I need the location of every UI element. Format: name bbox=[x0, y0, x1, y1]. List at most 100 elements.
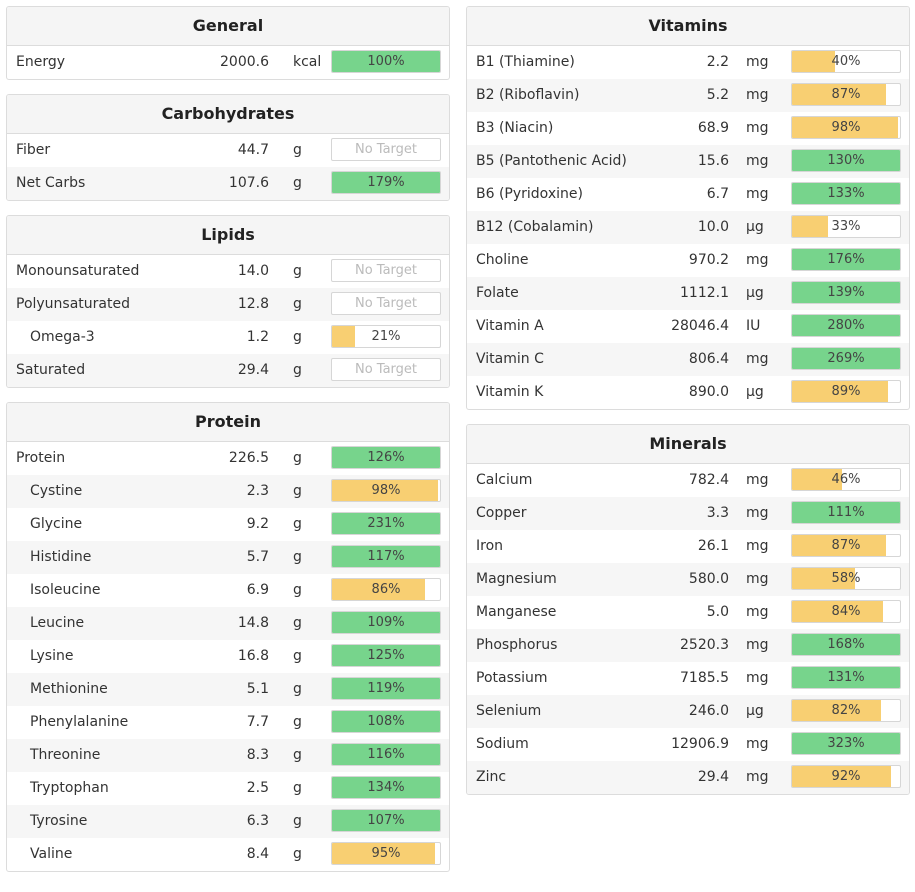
progress-fill bbox=[332, 51, 440, 72]
nutrient-amount: 6.7 bbox=[706, 186, 729, 202]
target-progress-bar: 134% bbox=[331, 776, 441, 799]
nutrient-row-b6-pyridoxine[interactable]: B6 (Pyridoxine) 6.7 mg 133% bbox=[467, 178, 909, 211]
target-percent: 92% bbox=[831, 769, 861, 784]
target-progress-bar: 117% bbox=[331, 545, 441, 568]
nutrient-row-b12-cobalamin[interactable]: B12 (Cobalamin) 10.0 µg 33% bbox=[467, 211, 909, 244]
nutrient-row-polyunsaturated[interactable]: Polyunsaturated 12.8 g No Target bbox=[7, 288, 449, 321]
nutrient-row-magnesium[interactable]: Magnesium 580.0 mg 58% bbox=[467, 563, 909, 596]
card-carbohydrates: Carbohydrates Fiber 44.7 g No Target Net Carb… bbox=[6, 94, 450, 201]
progress-fill bbox=[332, 579, 425, 600]
nutrient-row-omega-3[interactable]: Omega-3 1.2 g 21% bbox=[7, 321, 449, 354]
nutrient-row-sodium[interactable]: Sodium 12906.9 mg 323% bbox=[467, 728, 909, 761]
progress-fill bbox=[792, 150, 900, 171]
nutrient-unit: µg bbox=[746, 384, 764, 400]
progress-fill bbox=[332, 447, 440, 468]
nutrient-row-choline[interactable]: Choline 970.2 mg 176% bbox=[467, 244, 909, 277]
target-progress-bar: No Target bbox=[331, 138, 441, 161]
nutrient-label: Vitamin K bbox=[476, 384, 544, 400]
nutrient-row-copper[interactable]: Copper 3.3 mg 111% bbox=[467, 497, 909, 530]
nutrient-row-glycine[interactable]: Glycine 9.2 g 231% bbox=[7, 508, 449, 541]
nutrient-row-threonine[interactable]: Threonine 8.3 g 116% bbox=[7, 739, 449, 772]
nutrient-row-protein[interactable]: Protein 226.5 g 126% bbox=[7, 442, 449, 475]
nutrient-unit: kcal bbox=[293, 54, 322, 70]
nutrient-row-b3-niacin[interactable]: B3 (Niacin) 68.9 mg 98% bbox=[467, 112, 909, 145]
nutrient-row-leucine[interactable]: Leucine 14.8 g 109% bbox=[7, 607, 449, 640]
nutrient-row-methionine[interactable]: Methionine 5.1 g 119% bbox=[7, 673, 449, 706]
nutrient-row-lysine[interactable]: Lysine 16.8 g 125% bbox=[7, 640, 449, 673]
nutrient-row-zinc[interactable]: Zinc 29.4 mg 92% bbox=[467, 761, 909, 794]
target-progress-bar: 107% bbox=[331, 809, 441, 832]
nutrient-unit: g bbox=[293, 549, 302, 565]
target-progress-bar: 133% bbox=[791, 182, 901, 205]
nutrient-row-cystine[interactable]: Cystine 2.3 g 98% bbox=[7, 475, 449, 508]
nutrient-unit: mg bbox=[746, 604, 769, 620]
nutrient-amount: 890.0 bbox=[688, 384, 729, 400]
nutrient-row-b5-pantothenic-acid[interactable]: B5 (Pantothenic Acid) 15.6 mg 130% bbox=[467, 145, 909, 178]
nutrient-amount: 9.2 bbox=[246, 516, 269, 532]
nutrient-label: Leucine bbox=[30, 615, 85, 631]
target-percent: 108% bbox=[367, 714, 405, 729]
nutrient-unit: g bbox=[293, 142, 302, 158]
target-percent: 46% bbox=[831, 472, 861, 487]
nutrient-unit: µg bbox=[746, 285, 764, 301]
progress-fill bbox=[332, 513, 440, 534]
nutrient-row-calcium[interactable]: Calcium 782.4 mg 46% bbox=[467, 464, 909, 497]
nutrient-unit: mg bbox=[746, 54, 769, 70]
nutrient-amount: 5.0 bbox=[706, 604, 729, 620]
nutrient-row-potassium[interactable]: Potassium 7185.5 mg 131% bbox=[467, 662, 909, 695]
nutrient-unit: g bbox=[293, 813, 302, 829]
nutrient-label: Vitamin A bbox=[476, 318, 544, 334]
nutrient-amount: 1112.1 bbox=[680, 285, 729, 301]
nutrient-row-b2-riboflavin[interactable]: B2 (Riboflavin) 5.2 mg 87% bbox=[467, 79, 909, 112]
progress-fill bbox=[332, 810, 440, 831]
nutrient-row-tryptophan[interactable]: Tryptophan 2.5 g 134% bbox=[7, 772, 449, 805]
nutrient-amount: 2.5 bbox=[246, 780, 269, 796]
nutrient-row-saturated[interactable]: Saturated 29.4 g No Target bbox=[7, 354, 449, 387]
nutrient-unit: mg bbox=[746, 505, 769, 521]
target-percent: 179% bbox=[367, 175, 405, 190]
nutrient-row-tyrosine[interactable]: Tyrosine 6.3 g 107% bbox=[7, 805, 449, 838]
nutrient-row-histidine[interactable]: Histidine 5.7 g 117% bbox=[7, 541, 449, 574]
nutrient-row-phosphorus[interactable]: Phosphorus 2520.3 mg 168% bbox=[467, 629, 909, 662]
progress-fill bbox=[792, 601, 883, 622]
target-progress-bar: 21% bbox=[331, 325, 441, 348]
nutrient-row-b1-thiamine[interactable]: B1 (Thiamine) 2.2 mg 40% bbox=[467, 46, 909, 79]
nutrient-row-vitamin-c[interactable]: Vitamin C 806.4 mg 269% bbox=[467, 343, 909, 376]
nutrient-label: Energy bbox=[16, 54, 66, 70]
card-protein: Protein Protein 226.5 g 126% Cystine 2.3 g 98% Gl… bbox=[6, 402, 450, 872]
nutrient-amount: 5.2 bbox=[706, 87, 729, 103]
nutrient-label: Folate bbox=[476, 285, 519, 301]
nutrient-row-iron[interactable]: Iron 26.1 mg 87% bbox=[467, 530, 909, 563]
progress-fill bbox=[332, 678, 440, 699]
target-percent: 89% bbox=[831, 384, 861, 399]
nutrient-row-net-carbs[interactable]: Net Carbs 107.6 g 179% bbox=[7, 167, 449, 200]
nutrient-row-folate[interactable]: Folate 1112.1 µg 139% bbox=[467, 277, 909, 310]
nutrient-label: Cystine bbox=[30, 483, 83, 499]
target-progress-bar: 108% bbox=[331, 710, 441, 733]
nutrient-row-valine[interactable]: Valine 8.4 g 95% bbox=[7, 838, 449, 871]
nutrient-label: Isoleucine bbox=[30, 582, 101, 598]
nutrient-row-phenylalanine[interactable]: Phenylalanine 7.7 g 108% bbox=[7, 706, 449, 739]
nutrient-row-vitamin-k[interactable]: Vitamin K 890.0 µg 89% bbox=[467, 376, 909, 409]
nutrient-row-monounsaturated[interactable]: Monounsaturated 14.0 g No Target bbox=[7, 255, 449, 288]
nutrient-label: Vitamin C bbox=[476, 351, 544, 367]
nutrient-row-fiber[interactable]: Fiber 44.7 g No Target bbox=[7, 134, 449, 167]
nutrient-row-manganese[interactable]: Manganese 5.0 mg 84% bbox=[467, 596, 909, 629]
target-progress-bar: 95% bbox=[331, 842, 441, 865]
target-progress-bar: 98% bbox=[331, 479, 441, 502]
target-progress-bar: 58% bbox=[791, 567, 901, 590]
nutrient-unit: mg bbox=[746, 637, 769, 653]
nutrient-row-isoleucine[interactable]: Isoleucine 6.9 g 86% bbox=[7, 574, 449, 607]
target-percent: 168% bbox=[827, 637, 865, 652]
nutrient-row-vitamin-a[interactable]: Vitamin A 28046.4 IU 280% bbox=[467, 310, 909, 343]
nutrient-unit: g bbox=[293, 483, 302, 499]
target-percent: 231% bbox=[367, 516, 405, 531]
nutrient-unit: g bbox=[293, 296, 302, 312]
target-progress-bar: 92% bbox=[791, 765, 901, 788]
card-general: General Energy 2000.6 kcal 100% bbox=[6, 6, 450, 80]
nutrient-unit: g bbox=[293, 362, 302, 378]
nutrient-unit: mg bbox=[746, 736, 769, 752]
target-progress-bar: 231% bbox=[331, 512, 441, 535]
nutrient-row-energy[interactable]: Energy 2000.6 kcal 100% bbox=[7, 46, 449, 79]
nutrient-row-selenium[interactable]: Selenium 246.0 µg 82% bbox=[467, 695, 909, 728]
